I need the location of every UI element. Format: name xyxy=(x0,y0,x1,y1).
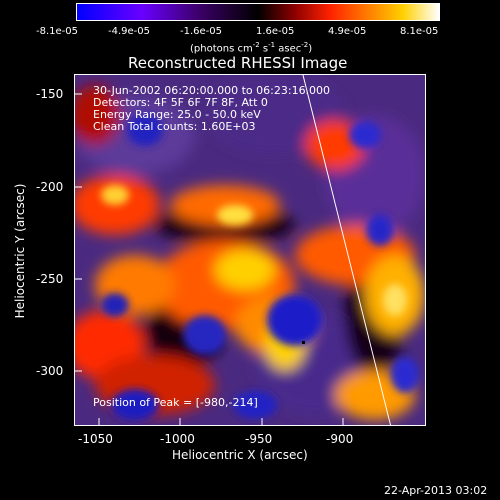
colorbar-tick-label: 4.9e-05 xyxy=(328,26,367,37)
peak-marker xyxy=(302,341,305,344)
colorbar-tick-label: -1.6e-05 xyxy=(180,26,222,37)
info-line: Clean Total counts: 1.60E+03 xyxy=(93,120,256,133)
solar-image-svg xyxy=(75,75,425,425)
y-tick-label: -150 xyxy=(36,87,64,101)
info-line: Energy Range: 25.0 - 50.0 keV xyxy=(93,108,261,121)
colorbar xyxy=(76,3,440,21)
x-tick-label: -1050 xyxy=(78,432,113,446)
plot-title: Reconstructed RHESSI Image xyxy=(128,54,348,72)
x-tick-label: -900 xyxy=(326,432,354,446)
x-tick-label: -1000 xyxy=(160,432,195,446)
colorbar-tick-label: 1.6e-05 xyxy=(256,26,295,37)
colorbar-units: (photons cm-2 s-1 asec-2) xyxy=(190,41,313,55)
timestamp: 22-Apr-2013 03:02 xyxy=(384,484,488,497)
y-tick-label: -250 xyxy=(36,272,64,286)
info-line: Detectors: 4F 5F 6F 7F 8F, Att 0 xyxy=(93,96,268,109)
solar-limb-line xyxy=(302,75,392,425)
y-axis-label: Heliocentric Y (arcsec) xyxy=(13,183,27,319)
x-tick-label: -950 xyxy=(245,432,273,446)
colorbar-tick-label: 8.1e-05 xyxy=(400,26,439,37)
y-tick-label: -300 xyxy=(36,364,64,378)
colorbar-tick-label: -4.9e-05 xyxy=(108,26,150,37)
y-tick-label: -200 xyxy=(36,180,64,194)
solar-image: 30-Jun-2002 06:20:00.000 to 06:23:16.000… xyxy=(74,74,426,426)
info-line: 30-Jun-2002 06:20:00.000 to 06:23:16.000 xyxy=(93,84,331,97)
colorbar-tick-label: -8.1e-05 xyxy=(36,26,78,37)
x-axis-label: Heliocentric X (arcsec) xyxy=(172,448,308,462)
peak-position-label: Position of Peak = [-980,-214] xyxy=(93,396,258,409)
